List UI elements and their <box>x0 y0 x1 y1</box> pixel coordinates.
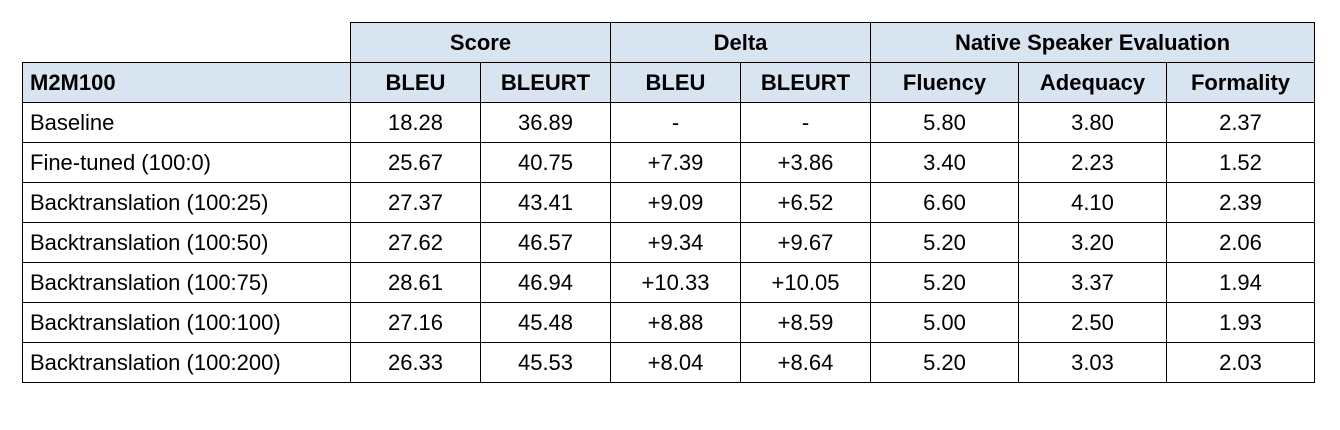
row-label: Fine-tuned (100:0) <box>22 142 351 183</box>
table-cell: 2.03 <box>1166 342 1315 383</box>
group-header-score: Score <box>350 22 611 63</box>
corner-cell <box>22 22 351 63</box>
table-cell: 3.37 <box>1018 262 1167 303</box>
table-cell: +8.64 <box>740 342 871 383</box>
row-label: Backtranslation (100:50) <box>22 222 351 263</box>
table-cell: 36.89 <box>480 102 611 143</box>
table-cell: 3.40 <box>870 142 1019 183</box>
table-cell: +8.88 <box>610 302 741 343</box>
group-header-native-eval: Native Speaker Evaluation <box>870 22 1315 63</box>
table-cell: 27.16 <box>350 302 481 343</box>
table-cell: 26.33 <box>350 342 481 383</box>
table-row: Backtranslation (100:50) 27.62 46.57 +9.34 +… <box>22 222 1315 263</box>
table-cell: 1.94 <box>1166 262 1315 303</box>
table-row: Backtranslation (100:25) 27.37 43.41 +9.09 +… <box>22 182 1315 223</box>
table-cell: +8.04 <box>610 342 741 383</box>
col-header-score-bleurt: BLEURT <box>480 62 611 103</box>
row-label: Backtranslation (100:200) <box>22 342 351 383</box>
table-cell: 1.93 <box>1166 302 1315 343</box>
table-cell: 25.67 <box>350 142 481 183</box>
table-cell: - <box>740 102 871 143</box>
table-cell: 45.53 <box>480 342 611 383</box>
table-cell: 2.23 <box>1018 142 1167 183</box>
table-cell: 2.50 <box>1018 302 1167 343</box>
table-row: Fine-tuned (100:0) 25.67 40.75 +7.39 +3.86 3.… <box>22 142 1315 183</box>
model-header: M2M100 <box>22 62 351 103</box>
table-cell: 4.10 <box>1018 182 1167 223</box>
group-header-row: Score Delta Native Speaker Evaluation <box>22 22 1315 63</box>
table-cell: 2.37 <box>1166 102 1315 143</box>
column-header-row: M2M100 BLEU BLEURT BLEU BLEURT Fluency A… <box>22 62 1315 103</box>
table-cell: 46.94 <box>480 262 611 303</box>
table-cell: 5.00 <box>870 302 1019 343</box>
table-cell: +10.33 <box>610 262 741 303</box>
table-cell: 3.20 <box>1018 222 1167 263</box>
table-cell: 5.20 <box>870 262 1019 303</box>
col-header-adequacy: Adequacy <box>1018 62 1167 103</box>
table-cell: 28.61 <box>350 262 481 303</box>
col-header-fluency: Fluency <box>870 62 1019 103</box>
row-label: Backtranslation (100:75) <box>22 262 351 303</box>
row-label: Backtranslation (100:100) <box>22 302 351 343</box>
table-row: Backtranslation (100:75) 28.61 46.94 +10.33… <box>22 262 1315 303</box>
table-cell: +7.39 <box>610 142 741 183</box>
table-row: Backtranslation (100:200) 26.33 45.53 +8.04… <box>22 342 1315 383</box>
table-row: Backtranslation (100:100) 27.16 45.48 +8.88… <box>22 302 1315 343</box>
results-table: Score Delta Native Speaker Evaluation M2… <box>22 22 1315 383</box>
col-header-delta-bleu: BLEU <box>610 62 741 103</box>
table-body: Baseline 18.28 36.89- -5.80 3.80 2.37 Fine-tun… <box>22 102 1315 383</box>
table-cell: 2.39 <box>1166 182 1315 223</box>
table-cell: 5.80 <box>870 102 1019 143</box>
table-cell: 1.52 <box>1166 142 1315 183</box>
table-cell: +6.52 <box>740 182 871 223</box>
table-cell: +8.59 <box>740 302 871 343</box>
row-label: Baseline <box>22 102 351 143</box>
table-cell: 5.20 <box>870 342 1019 383</box>
table-cell: 5.20 <box>870 222 1019 263</box>
table-cell: 6.60 <box>870 182 1019 223</box>
table-cell: 3.80 <box>1018 102 1167 143</box>
table-cell: 27.62 <box>350 222 481 263</box>
table-cell: 45.48 <box>480 302 611 343</box>
table-cell: +10.05 <box>740 262 871 303</box>
table-cell: 2.06 <box>1166 222 1315 263</box>
table-cell: 43.41 <box>480 182 611 223</box>
table-cell: +9.67 <box>740 222 871 263</box>
table-cell: 3.03 <box>1018 342 1167 383</box>
row-label: Backtranslation (100:25) <box>22 182 351 223</box>
table-cell: +9.34 <box>610 222 741 263</box>
col-header-score-bleu: BLEU <box>350 62 481 103</box>
table-row: Baseline 18.28 36.89- -5.80 3.80 2.37 <box>22 102 1315 143</box>
group-header-delta: Delta <box>610 22 871 63</box>
col-header-formality: Formality <box>1166 62 1315 103</box>
table-cell: +3.86 <box>740 142 871 183</box>
table-cell: 46.57 <box>480 222 611 263</box>
table-cell: +9.09 <box>610 182 741 223</box>
table-cell: 40.75 <box>480 142 611 183</box>
table-cell: 27.37 <box>350 182 481 223</box>
col-header-delta-bleurt: BLEURT <box>740 62 871 103</box>
table-cell: - <box>610 102 741 143</box>
table-cell: 18.28 <box>350 102 481 143</box>
